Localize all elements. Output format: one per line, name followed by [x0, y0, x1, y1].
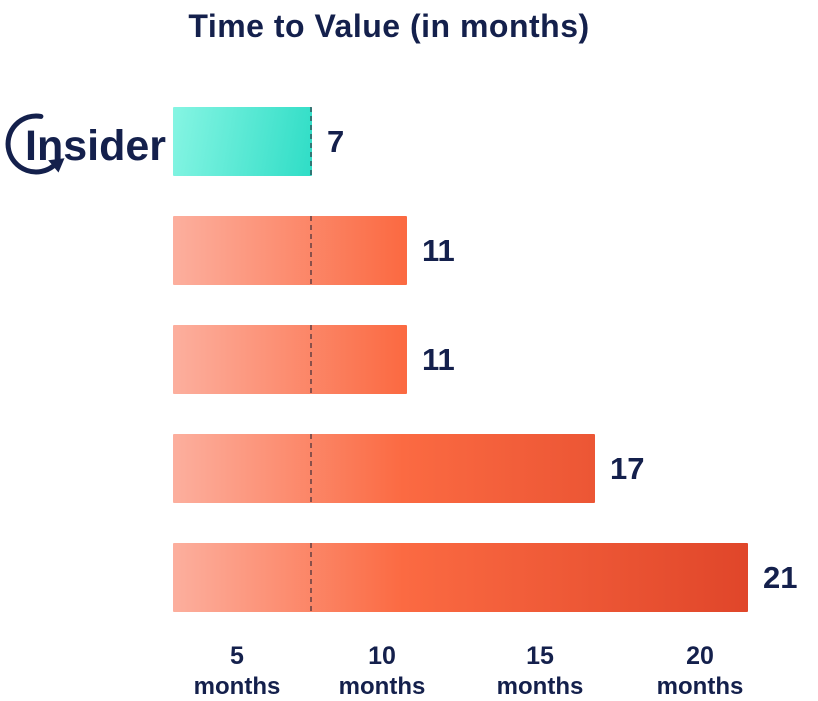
bar-value-label: 21 [763, 559, 798, 595]
bar-insider [173, 107, 312, 176]
insider-logo-graphic: Insider [5, 113, 166, 175]
circular-arrow-icon [5, 113, 56, 175]
reference-dash-line [310, 107, 312, 176]
insider-logo: Insider [2, 106, 172, 180]
axis-tick-number: 10 [368, 642, 396, 670]
axis-tick-label: 20 months [657, 641, 744, 701]
axis-tick-label: 15 months [497, 641, 584, 701]
bar [173, 543, 748, 612]
insider-logo-text: Insider [25, 122, 166, 170]
reference-dash-line [310, 543, 312, 612]
bar-value-label: 11 [422, 232, 455, 268]
reference-dash-line [310, 325, 312, 394]
reference-dash-line [310, 216, 312, 285]
axis-tick-unit: months [496, 672, 584, 700]
bar-value-label: 11 [422, 341, 455, 377]
axis-tick-number: 20 [686, 642, 714, 670]
reference-dash-line [310, 434, 312, 503]
axis-tick-unit: months [338, 672, 426, 700]
axis-tick-label: 5 months [194, 641, 281, 701]
bar-value-label: 17 [610, 450, 645, 486]
axis-tick-unit: months [656, 672, 744, 700]
chart-title: Time to Value (in months) [188, 8, 590, 44]
axis-tick-number: 5 [230, 642, 244, 670]
axis-tick-unit: months [193, 672, 281, 700]
circular-arrow-head-icon [48, 158, 65, 173]
axis-tick-number: 15 [526, 642, 554, 670]
bar [173, 434, 595, 503]
axis-tick-label: 10 months [339, 641, 426, 701]
bar [173, 325, 407, 394]
bar-value-label: 7 [327, 123, 345, 159]
bar [173, 216, 407, 285]
